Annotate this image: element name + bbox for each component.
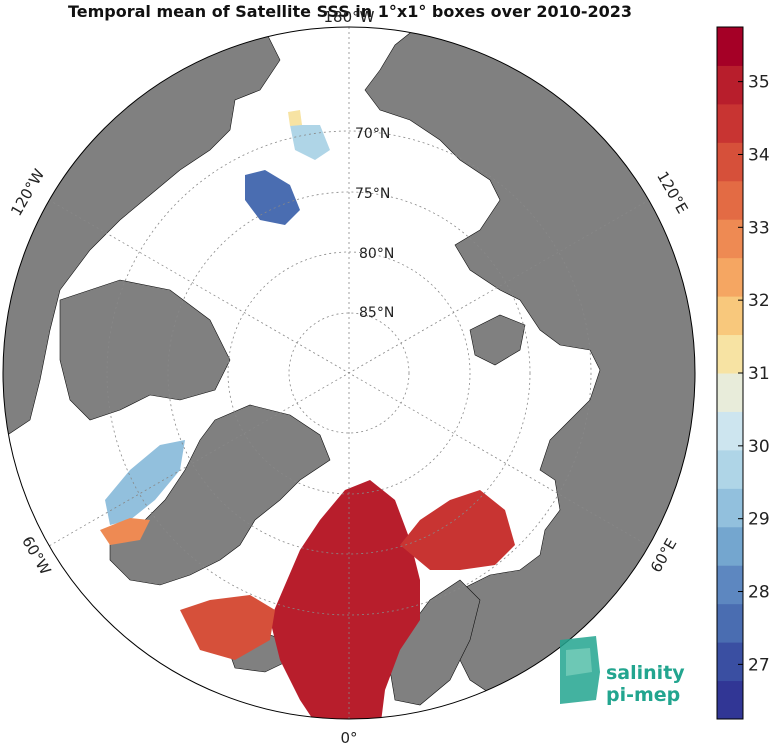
land-eurasia (364, 27, 695, 701)
lat-label-75: 75°N (355, 186, 390, 202)
lon-label-right-upper: 120°E (653, 168, 691, 216)
colorbar-segment (717, 27, 743, 66)
sss-beaufort (245, 170, 300, 225)
colorbar-segment (717, 526, 743, 566)
colorbar-tick-label: 28 (748, 583, 770, 603)
lat-label-70: 70°N (355, 126, 390, 142)
sss-baffin-south (100, 518, 150, 545)
colorbar-tick-label: 33 (748, 218, 770, 238)
colorbar-segment (717, 411, 743, 451)
lat-circle-75 (167, 191, 531, 555)
colorbar-tick-label: 27 (748, 655, 770, 675)
colorbar-segment (717, 565, 743, 605)
colorbar-segment (717, 103, 743, 143)
colorbar: 27 28 29 30 31 32 33 34 35 (716, 26, 770, 720)
map-border (2, 26, 696, 720)
colorbar-segment (717, 219, 743, 259)
lon-label-right-lower: 60°E (647, 535, 681, 575)
meridians (48, 27, 650, 719)
sss-chukchi-north (288, 110, 302, 126)
sss-nordic-seas (270, 480, 420, 719)
logo-mark-inner (566, 648, 592, 676)
colorbar-segment (717, 296, 743, 336)
land-svalbard (469, 314, 526, 366)
colorbar-segment (717, 65, 743, 105)
meridian-120e-60w (48, 199, 650, 547)
salinity-pimep-logo: salinity pi-mep (560, 636, 685, 706)
latitude-circles (106, 130, 592, 616)
colorbar-tick-label: 31 (748, 364, 770, 384)
sss-baffin-bay (105, 440, 185, 525)
colorbar-segment (717, 142, 743, 182)
land-greenland (109, 404, 331, 586)
sss-field (100, 110, 515, 719)
sss-denmark-strait (180, 595, 275, 660)
lat-label-80: 80°N (359, 246, 394, 262)
colorbar-segment (717, 680, 743, 720)
colorbar-segment (717, 603, 743, 643)
colorbar-tick-label: 35 (748, 73, 770, 93)
lon-label-left-upper: 120°W (7, 166, 48, 219)
colorbar-segment (717, 334, 743, 374)
colorbar-tick-label: 32 (748, 291, 770, 311)
lat-label-85: 85°N (359, 305, 394, 321)
land-scandinavia (389, 579, 481, 706)
logo-text-pimep: pi-mep (606, 684, 680, 706)
lat-circle-70 (106, 130, 592, 616)
colorbar-tick-label: 29 (748, 510, 770, 530)
colorbar-segment (717, 488, 743, 528)
colorbar-segment (717, 180, 743, 220)
sss-barents-sea (400, 490, 515, 570)
sss-chukchi (290, 125, 330, 160)
lat-circle-80 (227, 251, 471, 495)
colorbar-segment (717, 373, 743, 412)
lon-label-top: 180°W (324, 8, 375, 26)
logo-text-salinity: salinity (606, 662, 685, 684)
land-canadian-islands (59, 279, 231, 421)
lon-label-bottom: 0° (340, 729, 357, 747)
colorbar-tick-label: 30 (748, 437, 770, 457)
lat-circle-85 (288, 312, 410, 434)
colorbar-segment (717, 642, 743, 682)
colorbar-segment (717, 449, 743, 489)
colorbar-segment (717, 257, 743, 297)
map-title: Temporal mean of Satellite SSS in 1°x1° … (67, 2, 633, 21)
colorbar-tick-label: 34 (748, 145, 770, 165)
